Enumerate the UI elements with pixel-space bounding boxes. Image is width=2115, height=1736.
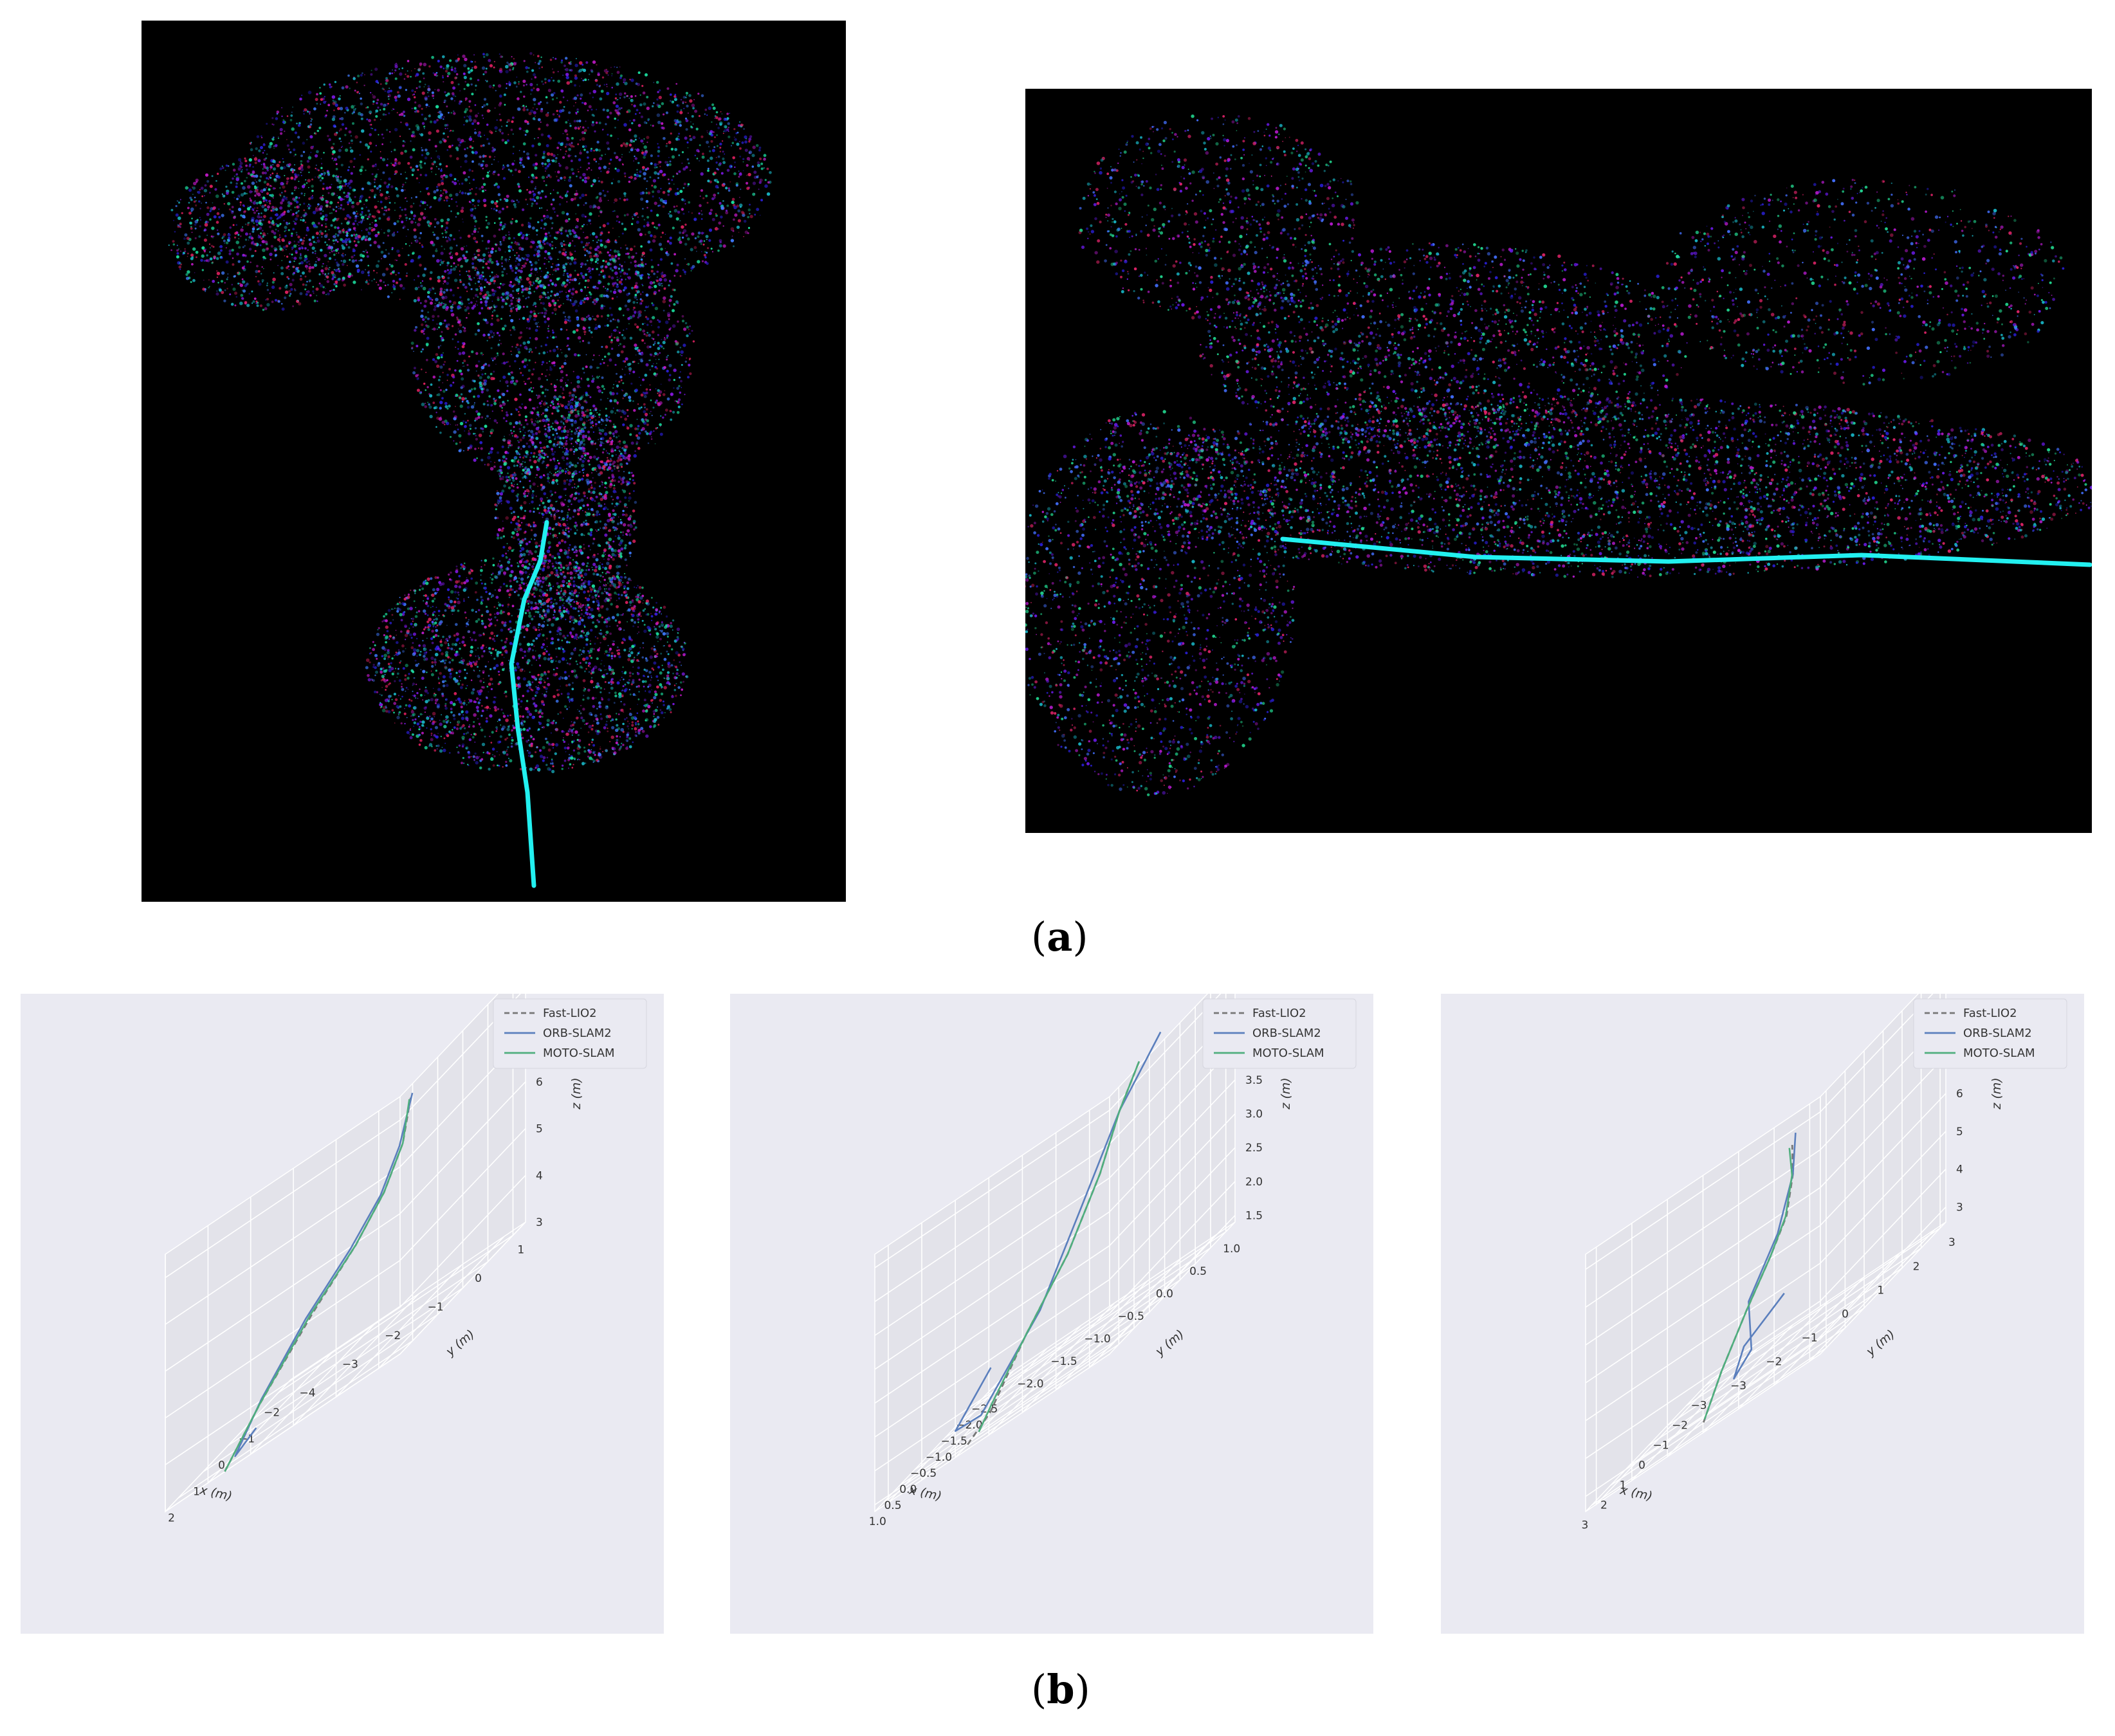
legend-label: ORB-SLAM2 — [543, 1027, 612, 1040]
y-tick-label: −1 — [1802, 1332, 1818, 1345]
y-tick-label: −3 — [1730, 1380, 1746, 1393]
legend-label: Fast-LIO2 — [1252, 1007, 1306, 1020]
x-tick-label: −1.5 — [941, 1435, 967, 1448]
x-tick-label: 0 — [1638, 1459, 1645, 1472]
z-axis-label: z (m) — [1990, 1077, 2004, 1110]
z-tick-label: 3 — [1956, 1201, 1963, 1214]
gridlines — [165, 994, 526, 1513]
legend-label: Fast-LIO2 — [543, 1007, 597, 1020]
pane-floor — [874, 1221, 1236, 1512]
z-tick-label: 3 — [536, 1216, 543, 1229]
series-line-moto-slam — [978, 1061, 1140, 1432]
caption-a: (a) — [1031, 913, 1088, 960]
z-tick-label: 6 — [536, 1076, 543, 1089]
z-tick-label: 5 — [536, 1123, 543, 1136]
z-tick-label: 2.5 — [1245, 1142, 1263, 1155]
legend-label: ORB-SLAM2 — [1252, 1027, 1321, 1040]
x-tick-label: 1 — [193, 1486, 200, 1499]
legend-label: MOTO-SLAM — [1252, 1046, 1324, 1060]
z-tick-label: 3.0 — [1245, 1108, 1263, 1121]
z-axis-label: z (m) — [1279, 1077, 1293, 1110]
x-tick-label: 1.0 — [869, 1515, 886, 1528]
y-tick-label: 2 — [1913, 1260, 1920, 1273]
x-tick-label: 1 — [1620, 1479, 1627, 1492]
y-tick-label: −1.5 — [1050, 1355, 1077, 1368]
series-line-moto-slam — [224, 1099, 410, 1472]
y-tick-label: −0.5 — [1118, 1310, 1144, 1323]
y-tick-label: 0 — [475, 1272, 482, 1285]
x-tick-label: 2 — [1600, 1499, 1607, 1512]
y-tick-label: −3 — [342, 1358, 358, 1371]
pointcloud-side-view — [1025, 89, 2092, 833]
z-tick-label: 4 — [1956, 1164, 1963, 1176]
caption-b: (b) — [1031, 1666, 1090, 1713]
z-tick-label: 2.0 — [1245, 1176, 1263, 1189]
legend-label: ORB-SLAM2 — [1963, 1027, 2032, 1040]
x-tick-label: 3 — [1581, 1519, 1588, 1532]
y-tick-label: 0.0 — [1156, 1288, 1173, 1301]
pointcloud-top-view — [142, 21, 846, 902]
x-tick-label: −3 — [1691, 1399, 1707, 1412]
gridlines — [1585, 994, 1946, 1506]
pointcloud-points — [168, 52, 772, 774]
y-tick-label: 0.5 — [1189, 1265, 1207, 1278]
legend-label: MOTO-SLAM — [543, 1046, 615, 1060]
legend: Fast-LIO2 ORB-SLAM2 MOTO-SLAM — [1913, 998, 2067, 1069]
x-tick-label: 0.0 — [899, 1483, 917, 1496]
pointcloud-trajectory — [1280, 536, 2092, 567]
y-tick-label: 1 — [517, 1243, 524, 1256]
x-tick-label: −0.5 — [910, 1467, 937, 1480]
z-tick-label: 1.5 — [1245, 1210, 1263, 1223]
gridlines — [874, 994, 1236, 1506]
x-tick-label: −1 — [1653, 1439, 1669, 1452]
y-tick-label: 1.0 — [1223, 1243, 1240, 1256]
x-tick-label: −2 — [264, 1407, 280, 1420]
legend: Fast-LIO2 ORB-SLAM2 MOTO-SLAM — [493, 998, 647, 1069]
legend: Fast-LIO2 ORB-SLAM2 MOTO-SLAM — [1202, 998, 1357, 1069]
pointcloud-trajectory — [509, 520, 549, 888]
z-tick-label: 6 — [1956, 1088, 1963, 1101]
z-tick-label: 3.5 — [1245, 1074, 1263, 1087]
series-line-orb-slam2 — [234, 1092, 414, 1457]
z-axis-label: z (m) — [569, 1077, 583, 1110]
y-tick-label: −2 — [385, 1329, 401, 1342]
z-tick-label: 4 — [536, 1169, 543, 1182]
x-tick-label: −2 — [1672, 1419, 1688, 1432]
pointcloud-side-view-image — [1025, 114, 2092, 796]
y-tick-label: −1 — [428, 1301, 444, 1313]
y-tick-label: −2 — [1766, 1356, 1782, 1369]
y-tick-label: −2.0 — [1017, 1378, 1043, 1391]
x-tick-label: 2 — [168, 1512, 175, 1525]
y-tick-label: −1.0 — [1084, 1333, 1110, 1346]
x-tick-label: −2.0 — [956, 1419, 982, 1432]
y-tick-label: 3 — [1948, 1236, 1955, 1249]
trajectory-plot-2-svg: −2.5−2.0−1.5−1.0−0.50.00.51.01.00.50.0−0… — [730, 994, 1373, 1634]
legend-label: MOTO-SLAM — [1963, 1046, 2035, 1060]
y-tick-label: −4 — [299, 1387, 315, 1400]
x-tick-label: 0.5 — [884, 1499, 901, 1512]
pointcloud-points — [1025, 114, 2092, 796]
x-tick-label: −1.0 — [926, 1451, 952, 1464]
legend-label: Fast-LIO2 — [1963, 1007, 2017, 1020]
pointcloud-top-view-image — [168, 52, 772, 888]
y-tick-label: 1 — [1877, 1284, 1884, 1297]
series-line-moto-slam — [1703, 1147, 1793, 1420]
z-tick-label: 8 — [536, 994, 543, 995]
x-tick-label: 0 — [218, 1459, 225, 1472]
z-tick-label: 5 — [1956, 1126, 1963, 1138]
y-tick-label: 0 — [1842, 1308, 1849, 1321]
trajectory-plot-2: −2.5 −2.0 −1.5 −1.0 −0.5 0.0 0.5 1.0 1.0 0.5 0.0 −0… — [730, 994, 1373, 1634]
